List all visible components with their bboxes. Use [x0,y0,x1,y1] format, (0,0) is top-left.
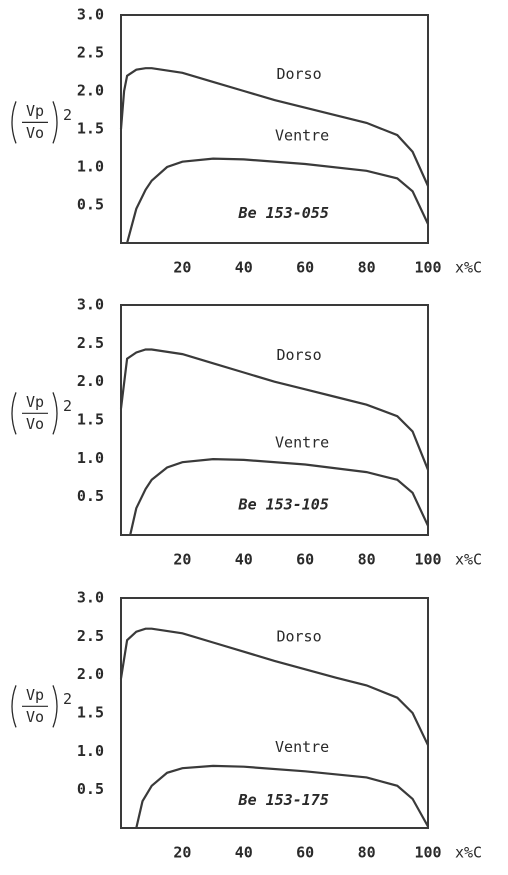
y-label-numerator: Vp [26,393,44,411]
x-tick-label: 100 [414,259,441,277]
paren-right [52,392,58,435]
paren-left [11,101,17,144]
x-axis-label: x%C [455,259,482,277]
panel: 0.5 1.0 1.5 2.0 2.5 3.0 20 40 60 80 100 x%C Vp Vo 2 Dor… [11,6,482,277]
y-tick-label: 2.5 [77,627,104,645]
y-tick-label: 1.0 [77,742,104,760]
y-tick-label: 1.0 [77,449,104,467]
y-label-numerator: Vp [26,686,44,704]
paren-left [11,685,17,728]
series-label: Ventre [275,434,329,452]
x-tick-label: 20 [173,259,191,277]
y-tick-label: 2.0 [77,82,104,100]
x-tick-label: 100 [414,551,441,569]
series-line [119,627,429,746]
y-label-denominator: Vo [26,124,44,142]
x-tick-label: 80 [358,259,376,277]
y-label-numerator: Vp [26,102,44,120]
plot-frame [120,597,429,829]
x-tick-label: 40 [235,844,253,862]
y-tick-label: 1.5 [77,120,104,138]
series-line [129,457,429,536]
y-label-exponent: 2 [63,106,72,124]
paren-right [52,685,58,728]
series-line [135,764,429,829]
panel: 0.5 1.0 1.5 2.0 2.5 3.0 20 40 60 80 100 x%C Vp Vo 2 Dor… [11,589,482,862]
x-tick-label: 20 [173,844,191,862]
y-tick-label: 0.5 [77,487,104,505]
x-tick-label: 40 [235,551,253,569]
series-label: Dorso [276,65,321,83]
annotation: Be 153-055 [238,204,329,222]
x-tick-label: 60 [296,551,314,569]
y-tick-label: 1.5 [77,411,104,429]
x-tick-label: 100 [414,844,441,862]
y-tick-label: 1.0 [77,158,104,176]
y-label-denominator: Vo [26,415,44,433]
y-label-exponent: 2 [63,397,72,415]
series-line [126,157,429,244]
plot-frame [120,304,429,536]
paren-left [11,392,17,435]
series-label: Ventre [275,738,329,756]
x-tick-label: 60 [296,259,314,277]
series-line [119,348,430,471]
y-tick-label: 2.5 [77,334,104,352]
y-label-exponent: 2 [63,690,72,708]
paren-right [52,101,58,144]
x-tick-label: 40 [235,259,253,277]
y-label-denominator: Vo [26,708,44,726]
y-tick-label: 1.5 [77,704,104,722]
x-tick-label: 80 [358,844,376,862]
x-tick-label: 20 [173,551,191,569]
annotation: Be 153-105 [238,496,329,514]
y-tick-label: 0.5 [77,196,104,214]
panel: 0.5 1.0 1.5 2.0 2.5 3.0 20 40 60 80 100 x%C Vp Vo 2 Dor… [11,296,482,569]
x-tick-label: 60 [296,844,314,862]
y-tick-label: 2.0 [77,665,104,683]
annotation: Be 153-175 [238,791,329,809]
series-line [119,67,430,187]
series-label: Dorso [276,346,321,364]
x-axis-label: x%C [455,844,482,862]
series-label: Dorso [276,628,321,646]
y-tick-label: 3.0 [77,296,104,314]
y-tick-label: 3.0 [77,589,104,607]
y-tick-label: 3.0 [77,6,104,24]
x-tick-label: 80 [358,551,376,569]
series-label: Ventre [275,126,329,144]
y-tick-label: 2.0 [77,372,104,390]
y-tick-label: 0.5 [77,780,104,798]
x-axis-label: x%C [455,551,482,569]
y-tick-label: 2.5 [77,44,104,62]
